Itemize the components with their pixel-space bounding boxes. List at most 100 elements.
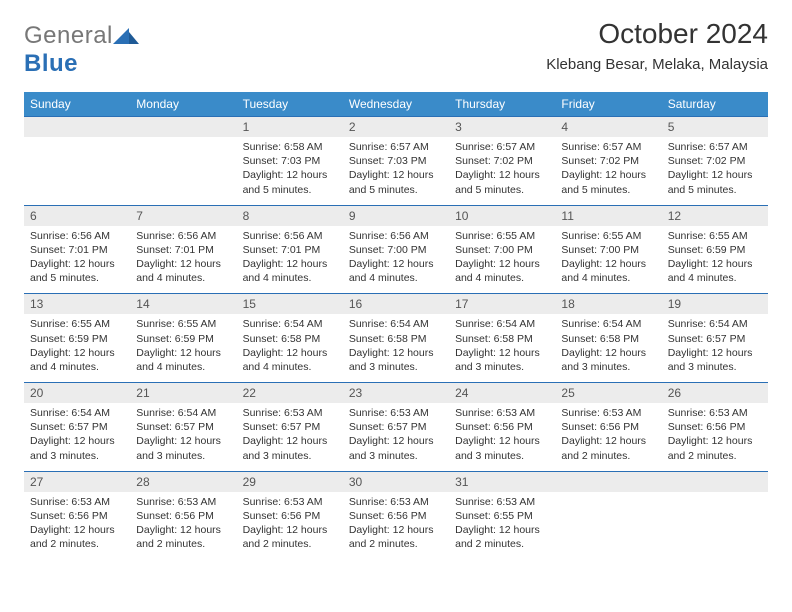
day-number: 19 <box>662 294 768 315</box>
month-title: October 2024 <box>546 18 768 50</box>
day-header: Thursday <box>449 92 555 117</box>
day-content: Sunrise: 6:53 AMSunset: 6:56 PMDaylight:… <box>130 492 236 560</box>
day-number: 27 <box>24 471 130 492</box>
day-content: Sunrise: 6:57 AMSunset: 7:02 PMDaylight:… <box>662 137 768 205</box>
day-content: Sunrise: 6:53 AMSunset: 6:56 PMDaylight:… <box>24 492 130 560</box>
day-header: Saturday <box>662 92 768 117</box>
day-number: 7 <box>130 205 236 226</box>
week-number-row: 20212223242526 <box>24 383 768 404</box>
calendar-page: GeneralBlue October 2024 Klebang Besar, … <box>0 0 792 577</box>
day-number: 28 <box>130 471 236 492</box>
day-number: 13 <box>24 294 130 315</box>
day-number: 30 <box>343 471 449 492</box>
day-number <box>130 117 236 138</box>
logo-text: GeneralBlue <box>24 22 139 78</box>
week-content-row: Sunrise: 6:54 AMSunset: 6:57 PMDaylight:… <box>24 403 768 471</box>
day-header: Friday <box>555 92 661 117</box>
logo: GeneralBlue <box>24 22 139 78</box>
day-number: 4 <box>555 117 661 138</box>
day-content: Sunrise: 6:54 AMSunset: 6:58 PMDaylight:… <box>449 314 555 382</box>
week-content-row: Sunrise: 6:55 AMSunset: 6:59 PMDaylight:… <box>24 314 768 382</box>
day-content: Sunrise: 6:55 AMSunset: 7:00 PMDaylight:… <box>555 226 661 294</box>
day-number: 9 <box>343 205 449 226</box>
day-number: 21 <box>130 383 236 404</box>
day-number: 2 <box>343 117 449 138</box>
day-header: Monday <box>130 92 236 117</box>
logo-mark-icon <box>113 28 139 46</box>
day-number: 14 <box>130 294 236 315</box>
day-header: Tuesday <box>237 92 343 117</box>
day-content: Sunrise: 6:55 AMSunset: 6:59 PMDaylight:… <box>130 314 236 382</box>
day-number: 23 <box>343 383 449 404</box>
day-number: 26 <box>662 383 768 404</box>
day-number: 12 <box>662 205 768 226</box>
day-content: Sunrise: 6:57 AMSunset: 7:02 PMDaylight:… <box>555 137 661 205</box>
day-content: Sunrise: 6:53 AMSunset: 6:56 PMDaylight:… <box>555 403 661 471</box>
title-block: October 2024 Klebang Besar, Melaka, Mala… <box>546 18 768 73</box>
day-content: Sunrise: 6:57 AMSunset: 7:03 PMDaylight:… <box>343 137 449 205</box>
location: Klebang Besar, Melaka, Malaysia <box>546 56 768 73</box>
week-content-row: Sunrise: 6:58 AMSunset: 7:03 PMDaylight:… <box>24 137 768 205</box>
day-content: Sunrise: 6:55 AMSunset: 6:59 PMDaylight:… <box>662 226 768 294</box>
day-number: 1 <box>237 117 343 138</box>
day-number: 20 <box>24 383 130 404</box>
day-content: Sunrise: 6:53 AMSunset: 6:57 PMDaylight:… <box>343 403 449 471</box>
calendar-header-row: SundayMondayTuesdayWednesdayThursdayFrid… <box>24 92 768 117</box>
day-content <box>555 492 661 560</box>
day-number: 3 <box>449 117 555 138</box>
day-number: 5 <box>662 117 768 138</box>
day-content <box>24 137 130 205</box>
day-content: Sunrise: 6:53 AMSunset: 6:56 PMDaylight:… <box>343 492 449 560</box>
day-number: 11 <box>555 205 661 226</box>
day-content: Sunrise: 6:56 AMSunset: 7:00 PMDaylight:… <box>343 226 449 294</box>
day-content: Sunrise: 6:53 AMSunset: 6:56 PMDaylight:… <box>237 492 343 560</box>
day-content <box>662 492 768 560</box>
day-content: Sunrise: 6:55 AMSunset: 6:59 PMDaylight:… <box>24 314 130 382</box>
day-number: 8 <box>237 205 343 226</box>
day-number <box>555 471 661 492</box>
day-content: Sunrise: 6:54 AMSunset: 6:58 PMDaylight:… <box>555 314 661 382</box>
day-number: 17 <box>449 294 555 315</box>
day-number <box>24 117 130 138</box>
day-number: 24 <box>449 383 555 404</box>
header: GeneralBlue October 2024 Klebang Besar, … <box>24 18 768 78</box>
week-number-row: 12345 <box>24 117 768 138</box>
calendar-table: SundayMondayTuesdayWednesdayThursdayFrid… <box>24 92 768 559</box>
day-number: 16 <box>343 294 449 315</box>
day-content: Sunrise: 6:54 AMSunset: 6:58 PMDaylight:… <box>237 314 343 382</box>
day-number: 22 <box>237 383 343 404</box>
day-content <box>130 137 236 205</box>
week-number-row: 2728293031 <box>24 471 768 492</box>
day-content: Sunrise: 6:54 AMSunset: 6:57 PMDaylight:… <box>24 403 130 471</box>
week-content-row: Sunrise: 6:56 AMSunset: 7:01 PMDaylight:… <box>24 226 768 294</box>
day-number: 10 <box>449 205 555 226</box>
day-number: 18 <box>555 294 661 315</box>
day-header: Sunday <box>24 92 130 117</box>
day-number: 31 <box>449 471 555 492</box>
day-content: Sunrise: 6:58 AMSunset: 7:03 PMDaylight:… <box>237 137 343 205</box>
calendar-body: 12345Sunrise: 6:58 AMSunset: 7:03 PMDayl… <box>24 117 768 560</box>
week-content-row: Sunrise: 6:53 AMSunset: 6:56 PMDaylight:… <box>24 492 768 560</box>
day-content: Sunrise: 6:56 AMSunset: 7:01 PMDaylight:… <box>237 226 343 294</box>
day-number <box>662 471 768 492</box>
logo-text-gray: General <box>24 22 113 49</box>
day-content: Sunrise: 6:53 AMSunset: 6:56 PMDaylight:… <box>449 403 555 471</box>
week-number-row: 6789101112 <box>24 205 768 226</box>
day-content: Sunrise: 6:54 AMSunset: 6:57 PMDaylight:… <box>130 403 236 471</box>
day-content: Sunrise: 6:54 AMSunset: 6:58 PMDaylight:… <box>343 314 449 382</box>
week-number-row: 13141516171819 <box>24 294 768 315</box>
day-content: Sunrise: 6:56 AMSunset: 7:01 PMDaylight:… <box>24 226 130 294</box>
day-header: Wednesday <box>343 92 449 117</box>
day-number: 25 <box>555 383 661 404</box>
day-number: 29 <box>237 471 343 492</box>
day-content: Sunrise: 6:53 AMSunset: 6:55 PMDaylight:… <box>449 492 555 560</box>
day-content: Sunrise: 6:54 AMSunset: 6:57 PMDaylight:… <box>662 314 768 382</box>
day-content: Sunrise: 6:56 AMSunset: 7:01 PMDaylight:… <box>130 226 236 294</box>
day-number: 15 <box>237 294 343 315</box>
day-content: Sunrise: 6:53 AMSunset: 6:57 PMDaylight:… <box>237 403 343 471</box>
day-content: Sunrise: 6:55 AMSunset: 7:00 PMDaylight:… <box>449 226 555 294</box>
day-content: Sunrise: 6:57 AMSunset: 7:02 PMDaylight:… <box>449 137 555 205</box>
logo-text-blue: Blue <box>24 50 78 77</box>
day-number: 6 <box>24 205 130 226</box>
day-content: Sunrise: 6:53 AMSunset: 6:56 PMDaylight:… <box>662 403 768 471</box>
